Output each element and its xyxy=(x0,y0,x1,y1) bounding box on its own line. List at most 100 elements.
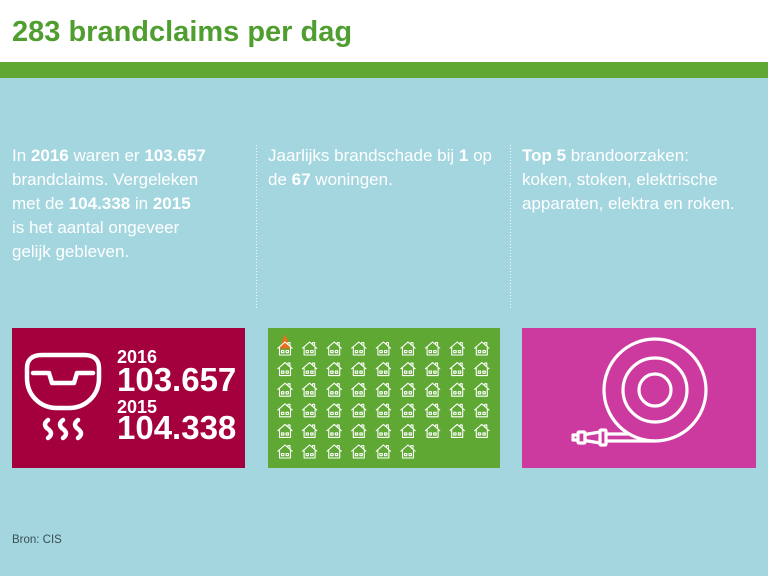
house-on-fire-icon xyxy=(277,334,293,356)
body-text: woningen. xyxy=(310,170,393,189)
house-outline xyxy=(326,403,343,418)
text-line: apparaten, elektra en roken. xyxy=(522,192,758,216)
house-icon xyxy=(449,423,466,438)
house-outline xyxy=(375,444,392,459)
house-icon xyxy=(400,444,416,459)
house-outline xyxy=(400,382,416,397)
accent-bar xyxy=(0,62,768,78)
house-outline xyxy=(301,341,318,356)
house-icon xyxy=(473,423,490,438)
house-outline xyxy=(424,403,441,418)
house-icon xyxy=(350,341,367,356)
body-text: op xyxy=(468,146,492,165)
house-outline xyxy=(350,444,367,459)
house-icon xyxy=(326,444,343,459)
column-divider xyxy=(256,145,257,310)
body-text: koken, stoken, elektrische xyxy=(522,170,718,189)
house-outline xyxy=(424,423,441,438)
claims-year-current: 2016 xyxy=(117,347,158,367)
source-note: Bron: CIS xyxy=(12,534,62,546)
house-icon xyxy=(424,423,441,438)
house-icon xyxy=(375,403,392,418)
smoke-detector-icon xyxy=(24,352,102,441)
house-icon xyxy=(326,403,343,418)
house-outline xyxy=(301,382,318,397)
house-icon xyxy=(449,362,466,377)
text-line: brandclaims. Vergeleken xyxy=(12,168,248,192)
header: 283 brandclaims per dag xyxy=(0,0,768,62)
house-outline xyxy=(375,362,392,377)
fire-hose-reel-icon xyxy=(571,337,708,447)
causes-tile xyxy=(522,328,756,468)
house-outline xyxy=(326,382,343,397)
house-icon xyxy=(375,444,392,459)
house-outline xyxy=(400,423,416,438)
house-outline xyxy=(400,403,416,418)
house-outline xyxy=(326,423,343,438)
house-icon xyxy=(326,341,343,356)
house-outline xyxy=(301,423,318,438)
house-outline xyxy=(350,341,367,356)
house-icon xyxy=(424,382,441,397)
houses-tile xyxy=(268,328,500,468)
house-outline xyxy=(449,423,466,438)
house-outline xyxy=(350,362,367,377)
house-icon xyxy=(449,403,466,418)
body-text: de xyxy=(268,170,292,189)
house-icon xyxy=(301,403,318,418)
claims-value-previous: 104.338 xyxy=(117,409,237,446)
house-icon xyxy=(375,423,392,438)
house-icon xyxy=(350,382,367,397)
claims-value-current: 103.657 xyxy=(117,361,237,398)
house-icon xyxy=(400,341,416,356)
house-icon xyxy=(424,362,441,377)
house-icon xyxy=(326,423,343,438)
house-icon xyxy=(375,362,392,377)
house-outline xyxy=(277,341,293,356)
house-outline xyxy=(350,423,367,438)
highlight-text: 2016 xyxy=(30,146,69,165)
house-outline xyxy=(473,362,490,377)
highlight-text: 2015 xyxy=(152,194,191,213)
house-icon xyxy=(375,341,392,356)
house-outline xyxy=(400,341,416,356)
claims-year-previous: 2015 xyxy=(117,397,158,417)
highlight-text: 67 xyxy=(291,170,311,189)
house-icon xyxy=(326,382,343,397)
column-divider xyxy=(510,145,511,310)
house-outline xyxy=(473,423,490,438)
house-outline xyxy=(375,382,392,397)
body-text: brandoorzaken: xyxy=(566,146,689,165)
house-icon xyxy=(449,382,466,397)
house-icon xyxy=(400,403,416,418)
text-line: de 67 woningen. xyxy=(268,168,504,192)
house-outline xyxy=(400,362,416,377)
house-outline xyxy=(326,362,343,377)
claims-tile: 2016 103.657 2015 104.338 xyxy=(12,328,245,468)
house-outline xyxy=(277,423,293,438)
house-icon xyxy=(350,444,367,459)
house-icon xyxy=(449,341,466,356)
house-icon xyxy=(400,423,416,438)
body-text: waren er xyxy=(68,146,145,165)
highlight-text: 1 xyxy=(458,146,469,165)
house-outline xyxy=(277,444,293,459)
house-icon xyxy=(400,382,416,397)
body-text: Jaarlijks brandschade bij xyxy=(268,146,459,165)
house-icon xyxy=(350,362,367,377)
house-outline xyxy=(424,362,441,377)
house-icon xyxy=(301,423,318,438)
house-icon xyxy=(301,444,318,459)
intro-column-causes: Top 5 brandoorzaken: koken, stoken, elekt… xyxy=(522,144,758,216)
house-icon xyxy=(400,362,416,377)
house-outline xyxy=(301,403,318,418)
body-text: is het aantal ongeveer xyxy=(12,218,180,237)
house-icon xyxy=(277,362,293,377)
house-outline xyxy=(473,341,490,356)
body-text: apparaten, elektra en roken. xyxy=(522,194,735,213)
house-icon xyxy=(277,403,293,418)
body-text: In xyxy=(12,146,31,165)
house-icon xyxy=(473,403,490,418)
house-outline xyxy=(449,382,466,397)
house-outline xyxy=(449,341,466,356)
